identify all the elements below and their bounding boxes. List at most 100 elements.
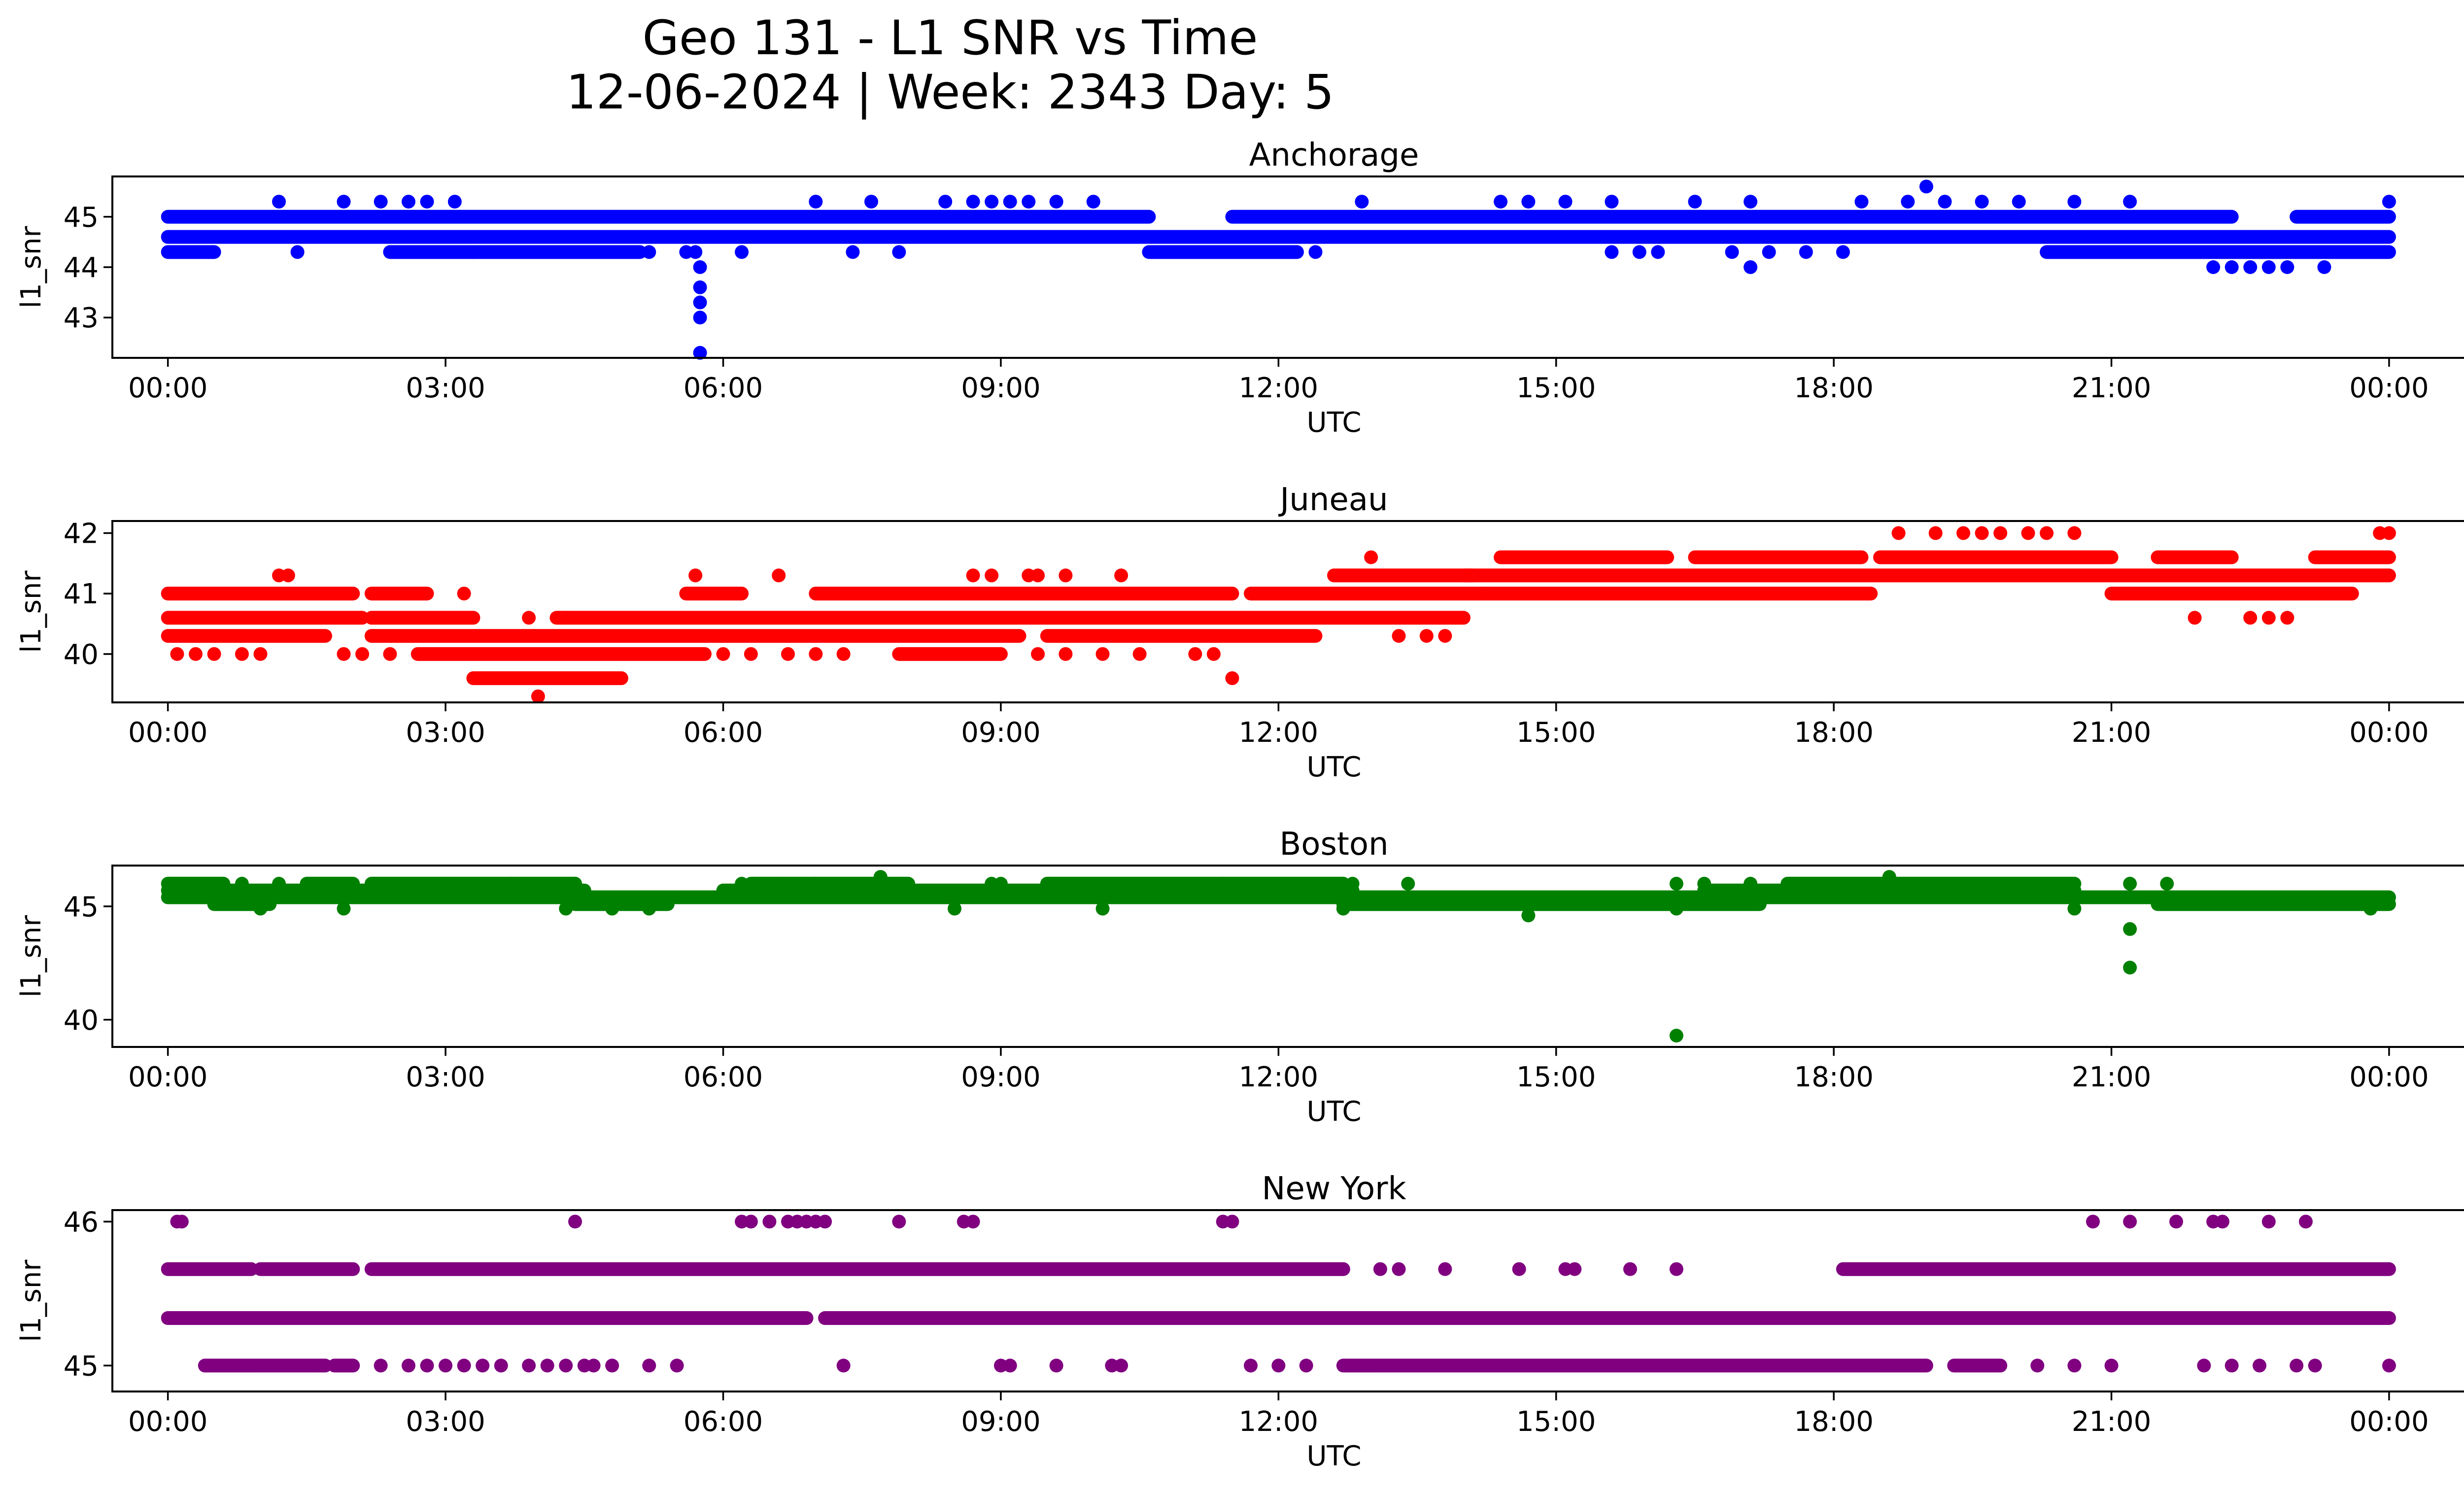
data-point bbox=[985, 195, 999, 209]
x-tick-label: 06:00 bbox=[684, 717, 763, 749]
data-point bbox=[1975, 526, 1989, 540]
data-point bbox=[420, 1358, 434, 1373]
data-point bbox=[2160, 876, 2174, 891]
data-point bbox=[836, 1358, 851, 1373]
data-point bbox=[2123, 961, 2137, 974]
data-point bbox=[1114, 1358, 1129, 1373]
data-point bbox=[1216, 876, 1230, 891]
data-series bbox=[161, 179, 2396, 360]
subplot-anchorage: Anchorage 00:00 03:00 06:00 09:00 12:00 15:00 1… bbox=[15, 137, 2464, 439]
data-point bbox=[2067, 526, 2082, 540]
y-tick-label: 45 bbox=[64, 891, 99, 923]
data-point bbox=[2012, 195, 2026, 209]
data-point bbox=[1438, 629, 1452, 643]
data-point bbox=[2123, 876, 2137, 891]
data-point bbox=[1243, 1358, 1258, 1373]
y-tick-label: 45 bbox=[64, 202, 99, 234]
data-point bbox=[744, 647, 758, 661]
subplot-title: New York bbox=[1262, 1171, 1406, 1207]
x-tick-label: 18:00 bbox=[1794, 1061, 1873, 1093]
data-point bbox=[2197, 1358, 2211, 1373]
data-point bbox=[873, 870, 888, 884]
data-point bbox=[781, 647, 795, 661]
x-axis-label: UTC bbox=[1306, 751, 1361, 783]
figure-title-line1: Geo 131 - L1 SNR vs Time bbox=[643, 10, 1258, 66]
x-tick-label: 18:00 bbox=[1794, 372, 1873, 404]
data-point bbox=[1762, 245, 1776, 259]
data-series bbox=[161, 870, 2396, 1043]
data-point bbox=[966, 195, 980, 209]
x-tick-label: 00:00 bbox=[128, 372, 207, 404]
data-point bbox=[457, 1358, 471, 1373]
y-axis-label: l1_snr bbox=[15, 915, 47, 998]
data-point bbox=[1206, 647, 1221, 661]
data-point bbox=[693, 295, 707, 310]
data-point bbox=[1049, 1358, 1063, 1373]
x-tick-label: 06:00 bbox=[684, 1061, 763, 1093]
data-point bbox=[693, 260, 707, 274]
subplot-juneau: Juneau 00:00 03:00 06:00 09:00 12:00 15:00 18:0… bbox=[15, 482, 2464, 783]
y-tick-label: 43 bbox=[64, 302, 99, 334]
x-axis-label: UTC bbox=[1306, 1440, 1361, 1472]
x-tick-label: 21:00 bbox=[2072, 1406, 2151, 1438]
data-point bbox=[1086, 195, 1100, 209]
data-point bbox=[420, 195, 434, 209]
data-point bbox=[1271, 1358, 1286, 1373]
data-point bbox=[1003, 195, 1017, 209]
x-tick-label: 15:00 bbox=[1516, 1061, 1596, 1093]
data-point bbox=[1836, 245, 1850, 259]
data-point bbox=[189, 647, 203, 661]
data-point bbox=[272, 195, 286, 209]
data-point bbox=[1512, 1262, 1526, 1276]
data-point bbox=[1345, 876, 1360, 891]
y-tick-label: 45 bbox=[64, 1350, 99, 1382]
data-point bbox=[846, 245, 860, 259]
x-tick-label: 03:00 bbox=[406, 1406, 485, 1438]
data-point bbox=[1336, 902, 1350, 916]
data-point bbox=[966, 568, 980, 583]
x-tick-label: 00:00 bbox=[128, 717, 207, 749]
data-point bbox=[744, 1215, 758, 1229]
y-tick-label: 46 bbox=[64, 1206, 99, 1238]
data-point bbox=[1568, 1262, 1582, 1276]
data-point bbox=[1882, 870, 1896, 884]
x-tick-label: 03:00 bbox=[406, 1061, 485, 1093]
data-point bbox=[1901, 195, 1915, 209]
data-point bbox=[993, 876, 1008, 891]
y-axis-label: l1_snr bbox=[15, 570, 47, 653]
data-point bbox=[2104, 1358, 2119, 1373]
data-point bbox=[966, 1215, 980, 1229]
data-point bbox=[1744, 195, 1758, 209]
x-tick-label: 06:00 bbox=[684, 372, 763, 404]
data-point bbox=[503, 876, 517, 891]
data-point bbox=[559, 1358, 573, 1373]
data-point bbox=[2067, 195, 2082, 209]
data-point bbox=[457, 587, 471, 601]
data-point bbox=[2261, 1215, 2276, 1229]
data-point bbox=[2290, 1358, 2304, 1373]
data-point bbox=[207, 647, 221, 661]
data-point bbox=[1022, 195, 1036, 209]
data-point bbox=[253, 902, 268, 916]
x-tick-label: 15:00 bbox=[1516, 717, 1596, 749]
y-axis-label: l1_snr bbox=[15, 226, 47, 309]
data-point bbox=[2123, 195, 2137, 209]
x-tick-label: 21:00 bbox=[2072, 1061, 2151, 1093]
data-point bbox=[1095, 647, 1110, 661]
data-point bbox=[1308, 245, 1323, 259]
data-point bbox=[864, 195, 878, 209]
data-point bbox=[2253, 1358, 2267, 1373]
x-tick-label: 09:00 bbox=[961, 1406, 1040, 1438]
plot-frame bbox=[111, 865, 2464, 1048]
data-point bbox=[809, 647, 823, 661]
data-point bbox=[355, 647, 370, 661]
data-point bbox=[2215, 1215, 2229, 1229]
data-point bbox=[559, 611, 573, 625]
data-point bbox=[1956, 526, 1971, 540]
subplot-title: Anchorage bbox=[1249, 137, 1419, 174]
data-point bbox=[1392, 629, 1406, 643]
data-point bbox=[494, 1358, 508, 1373]
data-point bbox=[1225, 1215, 1239, 1229]
x-tick-label: 00:00 bbox=[2349, 717, 2429, 749]
data-point bbox=[1114, 568, 1129, 583]
